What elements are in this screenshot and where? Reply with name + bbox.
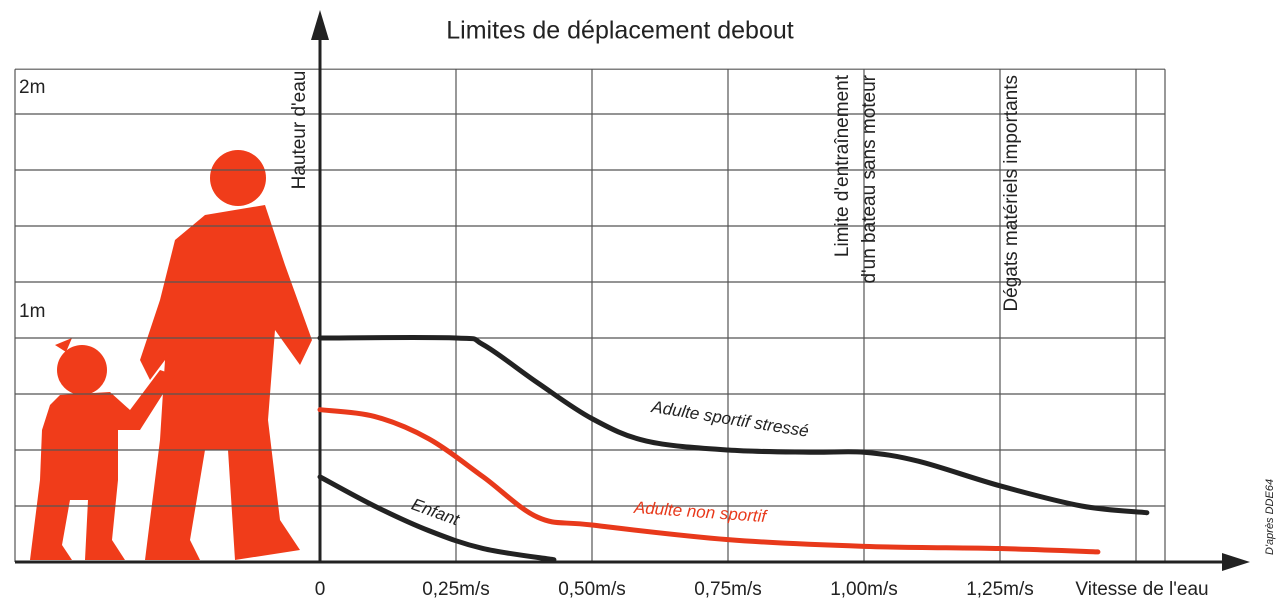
annotation: Limite d'entraînement xyxy=(832,74,853,257)
x-tick-label: 0,75m/s xyxy=(694,579,762,600)
y-tick-label: 1m xyxy=(19,301,45,322)
x-tick-label: 0,25m/s xyxy=(422,579,490,600)
y-tick-label: 2m xyxy=(19,77,45,98)
annotation: d'un bateau sans moteur xyxy=(859,74,880,283)
series-label: Adulte non sportif xyxy=(632,498,769,526)
y-axis-label: Hauteur d'eau xyxy=(289,71,310,190)
chart: Limites de déplacement debout D'après DD… xyxy=(0,0,1279,612)
y-axis-arrow xyxy=(311,10,329,40)
silhouettes xyxy=(30,150,312,560)
x-tick-label: 1,25m/s xyxy=(966,579,1034,600)
x-tick-label: 1,00m/s xyxy=(830,579,898,600)
series-label: Adulte sportif stressé xyxy=(649,397,810,441)
annotation: Dégats matériels importants xyxy=(1001,75,1022,312)
x-axis-arrow xyxy=(1222,553,1250,571)
x-tick-label: 0,50m/s xyxy=(558,579,626,600)
x-axis-label: Vitesse de l'eau xyxy=(1075,579,1208,600)
chart-title: Limites de déplacement debout xyxy=(446,17,794,45)
source: D'après DDE64 xyxy=(1264,479,1276,555)
page: {"chart_data": { "type": "line", "title"… xyxy=(0,0,1279,612)
x-tick-label: 0 xyxy=(315,579,326,600)
